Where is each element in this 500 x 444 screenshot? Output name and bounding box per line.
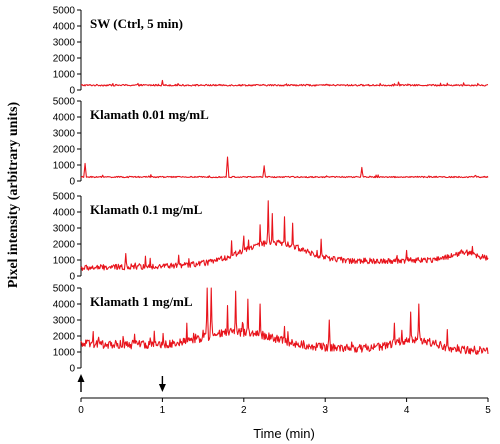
panel-title: SW (Ctrl, 5 min) xyxy=(90,16,183,31)
series-line xyxy=(80,156,489,179)
y-tick-label: 0 xyxy=(69,86,75,97)
x-axis-label: Time (min) xyxy=(253,426,315,441)
y-tick-label: 2000 xyxy=(53,332,76,343)
y-tick-label: 1000 xyxy=(53,70,76,81)
arrow-head xyxy=(158,384,166,392)
arrow-head xyxy=(77,374,85,382)
y-tick-label: 4000 xyxy=(53,113,76,124)
x-tick-label: 5 xyxy=(485,405,491,416)
y-tick-label: 4000 xyxy=(53,300,76,311)
y-axis-label: Pixel intensity (arbitrary units) xyxy=(6,102,21,289)
panels: 0 1000 2000 3000 4000 5000 SW (Ctrl, 5 min) 0 10… xyxy=(53,6,489,375)
series-line xyxy=(80,287,489,355)
y-tick-label: 3000 xyxy=(53,129,76,140)
y-tick-label: 0 xyxy=(69,364,75,375)
y-tick-label: 4000 xyxy=(53,208,76,219)
y-tick-label: 5000 xyxy=(53,6,76,17)
y-tick-label: 0 xyxy=(69,177,75,188)
y-tick-label: 2000 xyxy=(53,54,76,65)
panel-3: 0 1000 2000 3000 4000 5000 Klamath 0.1 mg/mL xyxy=(53,192,489,283)
arrow-up-marker xyxy=(77,374,85,392)
y-tick-label: 3000 xyxy=(53,224,76,235)
series-line xyxy=(80,200,489,271)
x-tick-label: 2 xyxy=(241,405,247,416)
y-tick-label: 4000 xyxy=(53,22,76,33)
y-tick-label: 5000 xyxy=(53,97,76,108)
panel-title: Klamath 0.1 mg/mL xyxy=(90,202,203,217)
panel-1: 0 1000 2000 3000 4000 5000 SW (Ctrl, 5 min) xyxy=(53,6,489,97)
x-axis: 0 1 2 3 4 5 xyxy=(77,374,491,416)
panel-title: Klamath 0.01 mg/mL xyxy=(90,107,209,122)
y-tick-label: 2000 xyxy=(53,145,76,156)
panel-4: 0 1000 2000 3000 4000 5000 Klamath 1 mg/mL xyxy=(53,284,489,375)
series-line xyxy=(80,79,489,87)
y-tick-label: 2000 xyxy=(53,240,76,251)
x-tick-label: 4 xyxy=(404,405,410,416)
y-tick-label: 1000 xyxy=(53,161,76,172)
x-tick-label: 3 xyxy=(322,405,328,416)
panel-2: 0 1000 2000 3000 4000 5000 Klamath 0.01 mg/mL xyxy=(53,97,489,188)
y-tick-label: 5000 xyxy=(53,192,76,203)
y-tick-label: 5000 xyxy=(53,284,76,295)
x-tick-label: 1 xyxy=(160,405,166,416)
x-tick-label: 0 xyxy=(78,405,84,416)
arrow-down-marker xyxy=(158,376,166,392)
y-tick-label: 3000 xyxy=(53,38,76,49)
panel-title: Klamath 1 mg/mL xyxy=(90,294,193,309)
y-tick-label: 0 xyxy=(69,272,75,283)
y-tick-label: 1000 xyxy=(53,348,76,359)
y-tick-label: 3000 xyxy=(53,316,76,327)
y-tick-label: 1000 xyxy=(53,256,76,267)
